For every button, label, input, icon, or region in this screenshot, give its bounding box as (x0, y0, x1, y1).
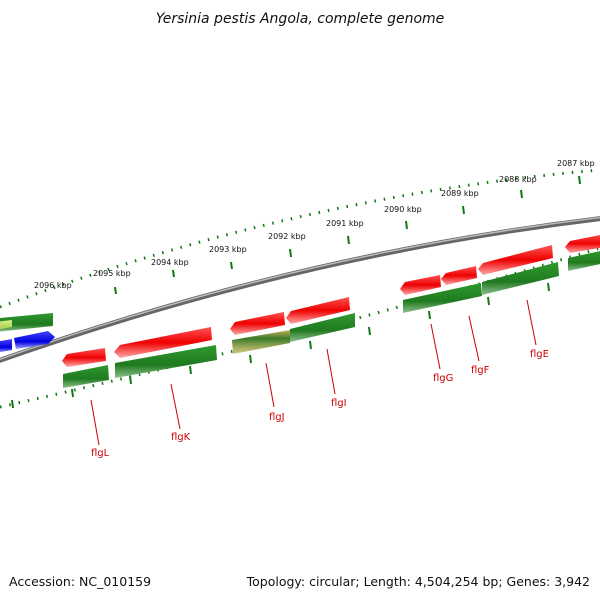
cds-feature-flgI[interactable] (286, 297, 350, 324)
cds-feature-flgL[interactable] (62, 348, 106, 367)
cds-feature-flgE[interactable] (478, 245, 553, 275)
cds-feature-flgG[interactable] (400, 275, 441, 295)
kbp-tick-label: 2091 kbp (326, 219, 364, 228)
kbp-tick-label: 2090 kbp (384, 205, 422, 214)
cds-feature-flgJ[interactable] (230, 312, 285, 335)
gene-label-flgJ[interactable]: flgJ (269, 412, 285, 423)
gene-label-flgL[interactable]: flgL (91, 448, 110, 459)
kbp-tick-label: 2094 kbp (151, 258, 189, 267)
cds-feature[interactable] (0, 339, 12, 353)
gene-label-flgI[interactable]: flgI (331, 398, 347, 409)
label-leaders (90, 299, 537, 446)
accession-text: Accession: NC_010159 (9, 574, 151, 589)
gene-feature-flgJ[interactable] (232, 330, 290, 354)
kbp-tick-label: 2089 kbp (441, 189, 479, 198)
gene-labels: flgL flgK flgJ flgI flgG flgF flgE (91, 349, 549, 459)
inner-major-ticks (11, 282, 550, 409)
topology-text: Topology: circular; Length: 4,504,254 bp… (246, 574, 590, 589)
gene-feature-flgI[interactable] (290, 313, 355, 342)
genome-backbone-highlight (0, 216, 600, 360)
gene-feature-flgE[interactable] (482, 262, 559, 295)
kbp-labels: 2096 kbp 2095 kbp 2094 kbp 2093 kbp 2092… (34, 159, 595, 290)
gene-feature[interactable] (0, 320, 12, 330)
gene-feature-flgK[interactable] (115, 345, 217, 378)
kbp-tick-label: 2092 kbp (268, 232, 306, 241)
gene-feature-flgL[interactable] (63, 365, 109, 388)
kbp-tick-label: 2096 kbp (34, 281, 72, 290)
cds-feature[interactable] (565, 234, 600, 253)
gene-feature[interactable] (568, 250, 600, 271)
kbp-tick-label: 2095 kbp (93, 269, 131, 278)
gene-label-flgG[interactable]: flgG (433, 373, 453, 384)
cds-feature-flgK[interactable] (114, 327, 212, 358)
kbp-tick-label: 2088 kbp (499, 175, 537, 184)
cds-feature[interactable] (14, 331, 55, 349)
gene-label-flgK[interactable]: flgK (171, 432, 191, 443)
outer-scale-ticks (0, 168, 600, 309)
gene-feature-flgG-flgF[interactable] (403, 283, 482, 313)
cds-feature-flgF[interactable] (441, 266, 477, 285)
gene-label-flgF[interactable]: flgF (471, 365, 490, 376)
gene-label-flgE[interactable]: flgE (530, 349, 549, 360)
map-title: Yersinia pestis Angola, complete genome (156, 11, 445, 27)
kbp-tick-label: 2093 kbp (209, 245, 247, 254)
gene-feature[interactable] (0, 313, 53, 332)
genome-backbone (0, 216, 600, 363)
outer-major-ticks (114, 175, 581, 295)
kbp-tick-label: 2087 kbp (557, 159, 595, 168)
